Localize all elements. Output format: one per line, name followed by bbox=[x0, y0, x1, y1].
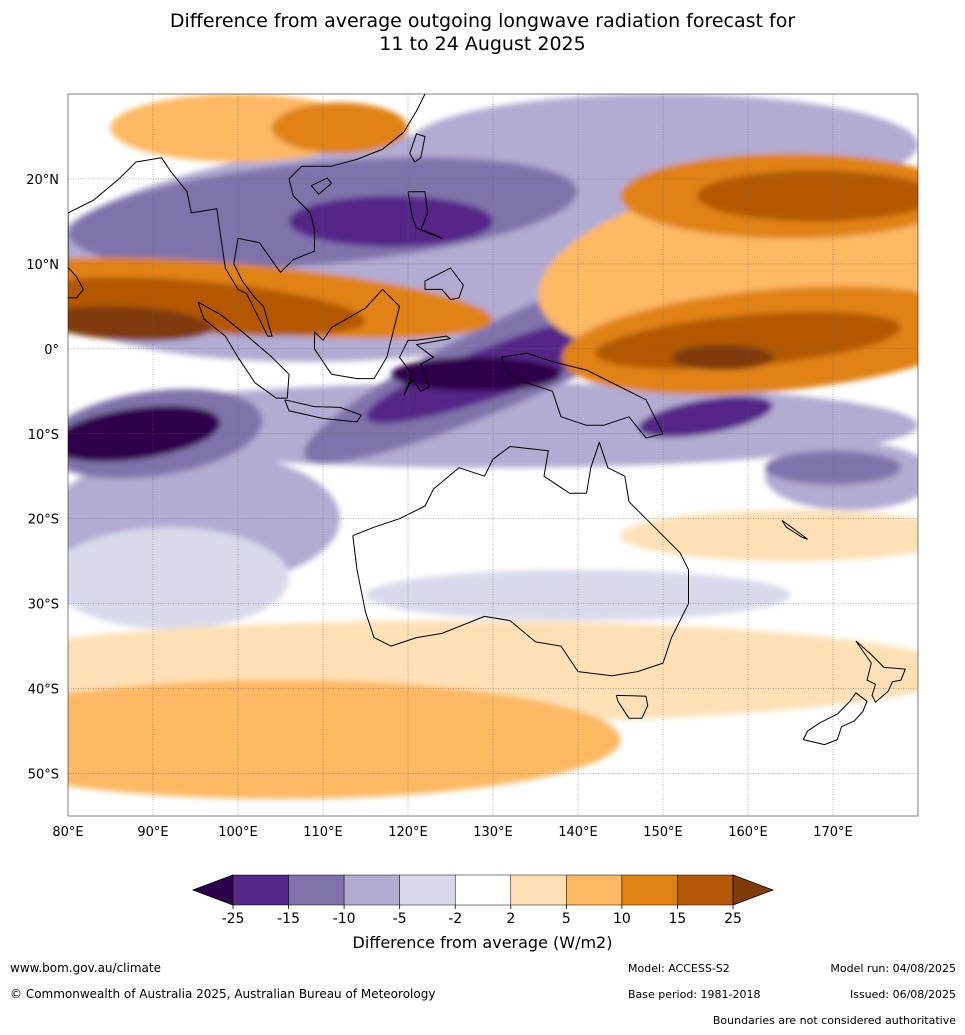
colorbar-tick-label: 2 bbox=[506, 911, 515, 927]
chart-title: Difference from average outgoing longwav… bbox=[0, 10, 965, 56]
colorbar-tick-label: 15 bbox=[669, 911, 687, 927]
base-period: Base period: 1981-2018 bbox=[628, 988, 761, 1001]
colorbar-segment bbox=[566, 874, 623, 906]
coastlines bbox=[68, 94, 906, 746]
colorbar-segment bbox=[399, 874, 456, 906]
lat-tick-label: 50°S bbox=[28, 768, 59, 783]
colorbar-label: Difference from average (W/m2) bbox=[352, 933, 613, 952]
colorbar-tick-label: 5 bbox=[562, 911, 571, 927]
issued-date: Issued: 06/08/2025 bbox=[849, 988, 956, 1001]
colorbar: -25 -15 -10 -5 -2 2 5 10 15 25 bbox=[191, 874, 775, 927]
lat-tick-label: 10°N bbox=[26, 258, 59, 273]
model-run-date: Model run: 04/08/2025 bbox=[830, 962, 956, 975]
title-line-1: Difference from average outgoing longwav… bbox=[169, 10, 796, 32]
lat-tick-label: 30°S bbox=[28, 598, 59, 613]
colorbar-segment bbox=[343, 874, 400, 906]
colorbar-tick-label: 25 bbox=[724, 911, 742, 927]
colorbar-tick-label: 10 bbox=[613, 911, 631, 927]
colorbar-min-extend bbox=[191, 874, 234, 906]
lon-tick-label: 160°E bbox=[728, 825, 768, 840]
lat-tick-label: 20°N bbox=[26, 173, 59, 188]
colorbar-tick-label: -2 bbox=[448, 911, 462, 927]
graticule bbox=[68, 94, 918, 816]
lon-tick-label: 170°E bbox=[813, 825, 853, 840]
colorbar-tick-label: -25 bbox=[222, 911, 245, 927]
colorbar-segment bbox=[677, 874, 734, 906]
colorbar-segment bbox=[510, 874, 567, 906]
lon-tick-label: 100°E bbox=[218, 825, 258, 840]
colorbar-segment bbox=[621, 874, 678, 906]
lat-tick-label: 20°S bbox=[28, 513, 59, 528]
lat-tick-label: 40°S bbox=[28, 683, 59, 698]
lat-tick-label: 0° bbox=[44, 343, 59, 358]
colorbar-max-extend bbox=[732, 874, 775, 906]
title-line-2: 11 to 24 August 2025 bbox=[379, 33, 586, 55]
colorbar-segment bbox=[232, 874, 289, 906]
lat-tick-label: 10°S bbox=[28, 428, 59, 443]
lon-tick-label: 140°E bbox=[558, 825, 598, 840]
axis-tick-labels: 80°E 90°E 100°E 110°E 120°E 130°E 140°E 150°E 16… bbox=[26, 173, 853, 840]
lon-tick-label: 110°E bbox=[303, 825, 343, 840]
lon-tick-label: 130°E bbox=[473, 825, 513, 840]
lon-tick-label: 90°E bbox=[137, 825, 168, 840]
boundaries-disclaimer: Boundaries are not considered authoritat… bbox=[712, 1014, 956, 1027]
lon-tick-label: 120°E bbox=[388, 825, 428, 840]
lon-tick-label: 80°E bbox=[52, 825, 83, 840]
colorbar-tick-label: -5 bbox=[393, 911, 407, 927]
lon-tick-label: 150°E bbox=[643, 825, 683, 840]
website-link[interactable]: www.bom.gov.au/climate bbox=[10, 961, 161, 975]
model-name: Model: ACCESS-S2 bbox=[628, 962, 730, 975]
colorbar-tick-label: -10 bbox=[333, 911, 356, 927]
anomaly-field bbox=[68, 94, 918, 816]
copyright-text: © Commonwealth of Australia 2025, Austra… bbox=[10, 987, 436, 1001]
colorbar-segment bbox=[454, 874, 512, 906]
colorbar-segment bbox=[288, 874, 345, 906]
colorbar-tick-label: -15 bbox=[277, 911, 300, 927]
